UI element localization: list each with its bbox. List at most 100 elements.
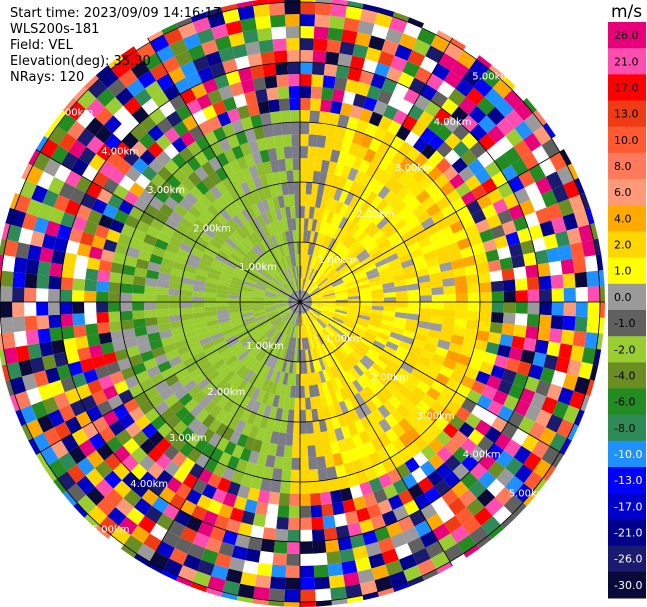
velocity-gate [360, 402, 372, 417]
velocity-gate [499, 257, 514, 271]
velocity-gate [193, 242, 207, 253]
velocity-gate [435, 462, 453, 480]
velocity-gate [463, 46, 480, 60]
velocity-gate [419, 302, 432, 309]
range-ring-label: 3.00km [417, 411, 455, 422]
velocity-gate [451, 430, 468, 447]
velocity-gate [341, 560, 358, 575]
velocity-gate [60, 276, 74, 291]
velocity-gate [456, 237, 472, 251]
range-ring-label: 3.00km [395, 163, 433, 174]
velocity-gate [279, 481, 291, 494]
velocity-gate [338, 216, 348, 230]
velocity-gate [401, 191, 416, 206]
velocity-gate [310, 306, 322, 313]
velocity-gate [302, 278, 307, 291]
velocity-gate [537, 327, 551, 342]
velocity-gate [300, 302, 308, 312]
velocity-gate [184, 264, 198, 274]
velocity-gate [423, 250, 437, 262]
velocity-gate [156, 513, 174, 531]
velocity-gate [438, 52, 457, 71]
velocity-gate [285, 255, 291, 268]
velocity-gate [524, 404, 542, 422]
velocity-gate [155, 134, 172, 151]
velocity-gate [523, 252, 537, 267]
velocity-gate [316, 275, 326, 285]
velocity-gate [541, 189, 558, 208]
velocity-gate [404, 324, 418, 334]
velocity-gate [222, 96, 237, 112]
velocity-gate [259, 441, 271, 455]
velocity-gate [110, 330, 124, 342]
velocity-gate [232, 376, 244, 390]
velocity-gate [156, 294, 169, 302]
velocity-gate [405, 162, 421, 178]
velocity-gate [407, 576, 425, 587]
velocity-gate [284, 589, 300, 602]
velocity-gate [398, 385, 412, 399]
velocity-gate [295, 302, 300, 314]
velocity-gate [341, 323, 354, 332]
velocity-gate [396, 345, 410, 357]
velocity-gate [344, 510, 359, 525]
velocity-gate [206, 243, 220, 254]
velocity-gate [267, 236, 276, 249]
velocity-gate [252, 374, 262, 388]
velocity-gate [264, 303, 277, 306]
velocity-gate [185, 259, 200, 269]
velocity-gate [194, 151, 209, 167]
velocity-gate [219, 208, 232, 222]
velocity-gate [333, 313, 346, 320]
velocity-gate [376, 141, 390, 157]
velocity-gate [557, 387, 574, 406]
azimuth-spoke [147, 37, 301, 303]
velocity-gate [253, 261, 265, 272]
velocity-gate [324, 393, 334, 407]
velocity-gate [185, 335, 200, 345]
velocity-gate [236, 156, 249, 171]
velocity-gate [222, 580, 241, 596]
velocity-gate [584, 332, 599, 349]
velocity-gate [534, 339, 549, 355]
velocity-gate [278, 258, 286, 270]
velocity-gate [250, 231, 261, 244]
velocity-gate [242, 316, 256, 324]
velocity-gate [193, 279, 207, 287]
velocity-gate [175, 406, 190, 421]
velocity-gate [287, 336, 293, 349]
velocity-gate [15, 409, 26, 427]
velocity-gate [40, 446, 59, 466]
velocity-gate [311, 295, 324, 300]
velocity-gate [154, 400, 170, 416]
velocity-gate [320, 282, 332, 290]
velocity-gate [234, 198, 246, 212]
velocity-gate [5, 379, 15, 397]
velocity-gate [476, 330, 490, 342]
velocity-gate [433, 173, 450, 189]
velocity-gate [322, 184, 332, 198]
velocity-gate [316, 456, 327, 470]
velocity-gate [539, 367, 555, 384]
velocity-gate [503, 290, 516, 302]
velocity-gate [12, 302, 25, 318]
velocity-gate [300, 481, 310, 494]
velocity-gate [184, 398, 199, 413]
velocity-gate [192, 302, 205, 308]
velocity-gate [303, 278, 308, 291]
velocity-gate [358, 430, 371, 445]
velocity-gate [147, 462, 165, 480]
velocity-gate [319, 280, 331, 289]
velocity-gate [174, 49, 193, 67]
velocity-gate [503, 394, 520, 411]
velocity-gate [294, 397, 300, 410]
velocity-gate [204, 302, 217, 307]
velocity-gate [311, 303, 324, 307]
velocity-gate [13, 256, 28, 274]
velocity-gate [313, 432, 323, 446]
velocity-gate [333, 259, 345, 270]
velocity-gate [143, 357, 158, 371]
velocity-gate [173, 120, 189, 137]
range-ring-label: 5.00km [509, 488, 547, 499]
velocity-gate [390, 55, 408, 72]
